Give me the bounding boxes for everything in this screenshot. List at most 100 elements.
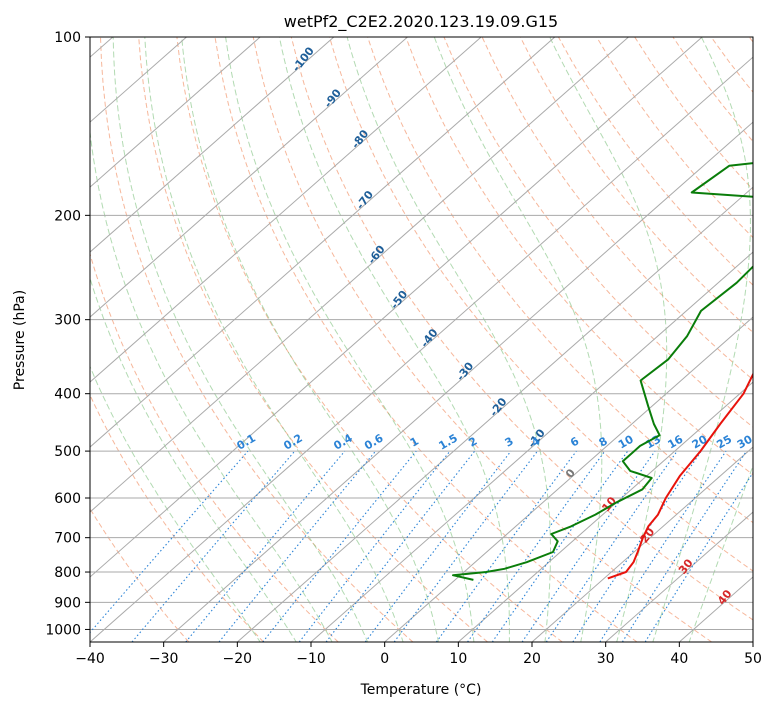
moist-adiabat (278, 37, 510, 642)
temperature-line (607, 372, 753, 580)
isotherm (90, 37, 629, 513)
mixing-ratio-line (491, 450, 629, 642)
isotherm (384, 316, 753, 642)
y-tick-label: 1000 (45, 622, 81, 638)
y-axis: 100 200 300 400 500 600 700 800 900 1000 (45, 30, 90, 638)
y-tick-label: 600 (54, 491, 81, 507)
moist-adiabat (346, 37, 551, 642)
isobars (90, 37, 753, 630)
mixing-ratio-line (325, 450, 476, 642)
isotherm (310, 251, 753, 642)
profile-series (452, 162, 753, 581)
dewpoint-line (452, 162, 753, 581)
mixing-ratio-label: 6 (568, 434, 581, 449)
isotherms (90, 37, 753, 642)
mixing-ratio-label: 30 (735, 432, 755, 451)
mixing-ratio-label: 3 (503, 435, 516, 450)
x-tick-label: −10 (296, 651, 326, 667)
isotherm (90, 37, 556, 448)
moist-adiabat (90, 128, 333, 642)
moist-adiabat (181, 37, 440, 642)
y-tick-label: 100 (54, 30, 81, 46)
dry-adiabat (634, 37, 753, 191)
isotherm (752, 641, 753, 642)
mixing-ratio-line (364, 450, 512, 642)
x-tick-label: −20 (223, 651, 253, 667)
dry-adiabat (290, 37, 753, 621)
chart-title: wetPf2_C2E2.2020.123.19.09.G15 (284, 12, 558, 32)
x-tick-label: 10 (449, 651, 467, 667)
mixing-ratio-line (572, 450, 702, 642)
plot-frame (89, 36, 754, 643)
dry-adiabat (138, 37, 488, 642)
mixing-ratio-label: 0.4 (331, 431, 355, 452)
mixing-ratio-line (644, 471, 753, 642)
dry-adiabat (519, 37, 753, 334)
dry-adiabat (176, 37, 563, 642)
y-tick-label: 200 (54, 208, 81, 224)
mixing-ratio-label: 36 (756, 432, 775, 451)
x-tick-label: 40 (670, 651, 688, 667)
dry-adiabat (443, 37, 753, 428)
moist-adiabat (549, 37, 668, 642)
y-tick-label: 300 (54, 313, 81, 329)
isotherm (90, 37, 408, 318)
y-tick-label: 800 (54, 565, 81, 581)
mixing-ratio-line (90, 450, 249, 634)
y-tick-label: 500 (54, 444, 81, 460)
mixing-ratio-label: 8 (597, 435, 610, 450)
isotherm (458, 381, 753, 642)
x-tick-label: 50 (744, 651, 762, 667)
mixing-ratio-label: 16 (665, 432, 685, 451)
moist-adiabat (688, 464, 753, 642)
mixing-ratio-lines (90, 450, 753, 642)
isotherm (90, 37, 261, 188)
moist-adiabat (90, 276, 297, 642)
isotherm-label: 0 (563, 466, 578, 480)
mixing-ratio-line (185, 450, 346, 642)
mixing-ratio-line (393, 450, 538, 642)
isotherm (605, 511, 753, 642)
y-tick-label: 400 (54, 387, 81, 403)
isotherm (237, 186, 753, 642)
y-axis-label: Pressure (hPa) (12, 290, 28, 390)
plot-area: -100-90-80-70-60-50-40-30-20-10010203040… (90, 37, 775, 642)
x-axis-label: Temperature (°C) (360, 682, 482, 698)
moist-adiabats (90, 37, 753, 642)
isotherm-label: -70 (354, 188, 377, 212)
mixing-ratio-line (467, 450, 606, 642)
isotherm (90, 56, 753, 642)
x-tick-label: 0 (380, 651, 389, 667)
isotherm-label: -40 (418, 326, 441, 350)
mixing-ratio-label: 25 (714, 433, 734, 452)
dry-adiabat (481, 37, 753, 381)
isotherm (90, 37, 703, 578)
isotherm (90, 37, 482, 383)
moist-adiabat (112, 37, 369, 642)
mixing-ratio-line (621, 450, 747, 642)
mixing-ratio-line (218, 450, 377, 642)
x-tick-label: −40 (75, 651, 105, 667)
mixing-ratio-line (262, 450, 417, 642)
dry-adiabat (214, 37, 638, 642)
moist-adiabat (433, 37, 603, 642)
dry-adiabat (90, 252, 339, 642)
moist-adiabat (652, 37, 751, 642)
dry-adiabat (252, 37, 712, 642)
isotherm-label: -90 (322, 86, 345, 110)
mixing-ratio-line (545, 450, 678, 642)
isotherm-label: -50 (388, 288, 411, 312)
x-tick-label: −30 (149, 651, 179, 667)
dry-adiabat (672, 37, 753, 143)
y-tick-label: 900 (54, 595, 81, 611)
isotherm (163, 121, 753, 642)
mixing-ratio-line (435, 450, 577, 642)
x-tick-label: 20 (523, 651, 541, 667)
x-tick-label: 30 (597, 651, 615, 667)
moist-adiabat (225, 37, 475, 642)
moist-adiabat (144, 37, 404, 642)
dry-adiabat (710, 37, 753, 93)
dry-adiabat (596, 37, 753, 239)
